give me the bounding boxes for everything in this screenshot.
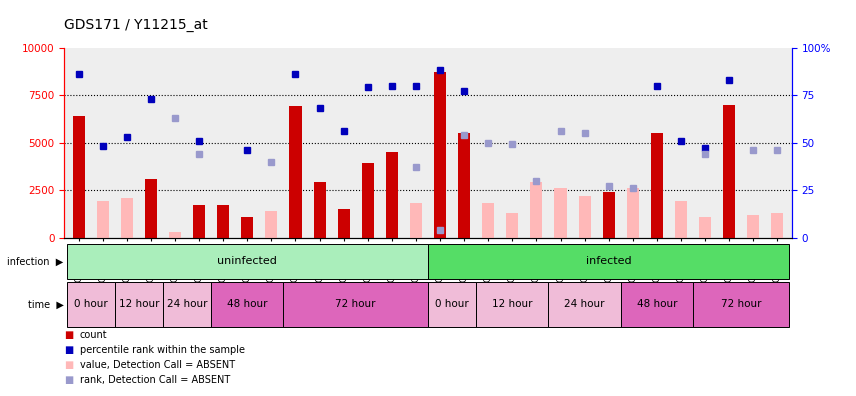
Text: 12 hour: 12 hour — [119, 299, 159, 309]
Bar — [434, 72, 446, 238]
Text: 72 hour: 72 hour — [721, 299, 762, 309]
Bar — [579, 196, 591, 238]
Text: 0 hour: 0 hour — [74, 299, 108, 309]
Text: count: count — [80, 329, 107, 340]
Bar — [97, 202, 109, 238]
Text: 48 hour: 48 hour — [227, 299, 268, 309]
Bar — [506, 213, 519, 238]
Bar — [121, 198, 133, 238]
Bar — [482, 204, 494, 238]
Bar — [428, 282, 476, 327]
Bar — [211, 282, 283, 327]
Text: 24 hour: 24 hour — [564, 299, 605, 309]
Text: percentile rank within the sample: percentile rank within the sample — [80, 345, 245, 355]
Bar — [163, 282, 211, 327]
Bar — [283, 282, 428, 327]
Bar — [193, 205, 205, 238]
Text: time  ▶: time ▶ — [28, 299, 63, 309]
Bar — [603, 192, 615, 238]
Bar — [362, 164, 374, 238]
Bar — [145, 179, 157, 238]
Bar — [458, 133, 470, 238]
Bar — [476, 282, 549, 327]
Text: GDS171 / Y11215_at: GDS171 / Y11215_at — [64, 18, 208, 32]
Bar — [747, 215, 759, 238]
Bar — [693, 282, 789, 327]
Bar — [555, 188, 567, 238]
Bar — [531, 183, 543, 238]
Bar — [115, 282, 163, 327]
Bar — [771, 213, 783, 238]
Text: ■: ■ — [64, 329, 74, 340]
Bar — [410, 204, 422, 238]
Bar — [67, 282, 115, 327]
Bar — [675, 202, 687, 238]
Bar — [217, 205, 229, 238]
Text: ■: ■ — [64, 345, 74, 355]
Bar — [73, 116, 85, 238]
Text: rank, Detection Call = ABSENT: rank, Detection Call = ABSENT — [80, 375, 230, 385]
Bar — [549, 282, 621, 327]
Text: infection  ▶: infection ▶ — [8, 256, 63, 267]
Bar — [428, 244, 789, 279]
Bar — [313, 183, 325, 238]
Bar — [67, 244, 428, 279]
Bar — [627, 188, 639, 238]
Text: 72 hour: 72 hour — [336, 299, 376, 309]
Bar — [386, 152, 398, 238]
Text: ■: ■ — [64, 375, 74, 385]
Bar — [241, 217, 253, 238]
Text: uninfected: uninfected — [217, 256, 277, 267]
Bar — [169, 232, 181, 238]
Bar — [651, 133, 663, 238]
Bar — [289, 107, 301, 238]
Text: infected: infected — [586, 256, 632, 267]
Bar — [723, 105, 735, 238]
Text: 0 hour: 0 hour — [435, 299, 469, 309]
Text: value, Detection Call = ABSENT: value, Detection Call = ABSENT — [80, 360, 235, 370]
Bar — [337, 209, 350, 238]
Text: 24 hour: 24 hour — [167, 299, 207, 309]
Bar — [621, 282, 693, 327]
Text: 12 hour: 12 hour — [492, 299, 532, 309]
Bar — [699, 217, 711, 238]
Bar — [265, 211, 277, 238]
Text: ■: ■ — [64, 360, 74, 370]
Text: 48 hour: 48 hour — [637, 299, 677, 309]
